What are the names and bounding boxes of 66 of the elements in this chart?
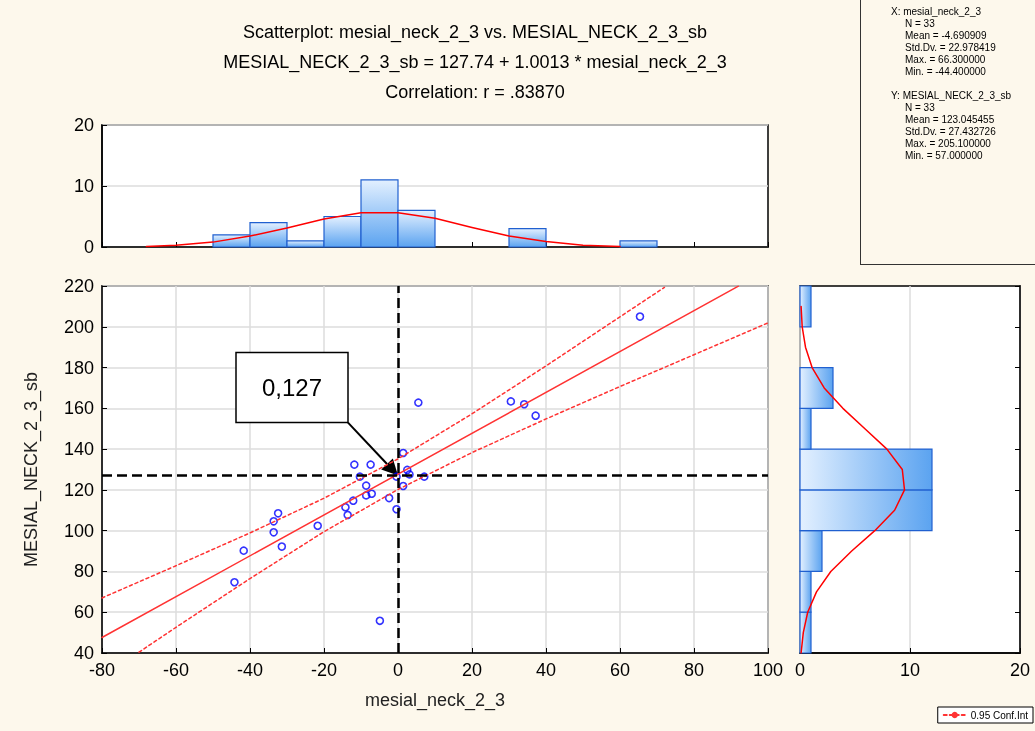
line-series (138, 322, 769, 653)
y-tick-label: 0 (83, 237, 94, 257)
x-tick-label: -40 (236, 660, 264, 680)
y-tick-label: 60 (73, 602, 94, 623)
point (414, 398, 423, 407)
y-tick-label: 200 (63, 316, 94, 337)
y-tick-label: 120 (63, 479, 94, 500)
x-tick-label: 0 (392, 660, 404, 680)
point (367, 489, 377, 499)
line-series (101, 286, 666, 599)
y-tick-label: 140 (63, 439, 94, 460)
y-tick-label: 10 (73, 176, 94, 196)
text: X: mesial_neck_2_3 N = 33 Mean = -4.690909 Std.Dv. = 22.978419 Max. = 66.300000 Min. = -44.400000 (891, 6, 997, 78)
point (361, 481, 371, 490)
y-axis-title: MESIAL_NECK_2_3_sb (21, 371, 42, 568)
point (392, 504, 401, 514)
x-tick-label: 100 (752, 660, 784, 680)
y-tick-label: 160 (63, 398, 94, 419)
x-tick-label: 20 (1009, 660, 1031, 680)
x-tick-label: 10 (899, 660, 921, 680)
point (384, 493, 394, 503)
point (277, 542, 287, 551)
y-tick-label: 180 (63, 357, 94, 378)
point (375, 616, 385, 626)
point (313, 521, 323, 531)
x-tick-label: 60 (609, 660, 631, 680)
y-tick-label: 40 (73, 643, 94, 663)
chart-title: Scatterplot: mesial_neck_2_3 vs. MESIAL_NECK_2_3_sb (242, 22, 708, 43)
point (398, 448, 408, 458)
point (341, 502, 350, 512)
x-tick-label: -20 (310, 660, 338, 680)
point (239, 546, 249, 555)
point (366, 460, 375, 469)
y-tick-label: 220 (63, 276, 94, 296)
x-tick-label: 40 (535, 660, 557, 680)
point (350, 460, 359, 469)
chart-subtitle: MESIAL_NECK_2_3_sb = 127.74 + 1.0013 * mesial_neck_2_3 (223, 52, 727, 73)
annotation: 0,127 (261, 374, 323, 402)
point (355, 472, 365, 481)
x-tick-label: 80 (683, 660, 705, 680)
point (519, 399, 529, 409)
x-tick-label: -60 (162, 660, 190, 680)
x-tick-label: 0 (794, 660, 806, 680)
y-tick-label: 80 (73, 561, 94, 582)
point (230, 577, 239, 587)
point (402, 465, 412, 475)
point (635, 312, 645, 321)
y-tick-label: 100 (63, 520, 94, 541)
x-tick-label: 20 (461, 660, 483, 680)
point (405, 470, 414, 479)
point (348, 496, 358, 505)
text: Y: MESIAL_NECK_2_3_sb N = 33 Mean = 123.045455 Std.Dv. = 27.432726 Max. = 205.100000 Min. = 57.000000 (891, 90, 1013, 162)
point (392, 472, 401, 481)
point (343, 510, 352, 520)
point (398, 481, 408, 491)
legend-label: 0.95 Conf.Int (970, 709, 1029, 721)
text: Correlation: r = .83870 (385, 82, 565, 102)
point (269, 528, 278, 537)
point (361, 491, 371, 500)
x-tick-label: -80 (88, 660, 116, 680)
y-tick-label: 20 (73, 115, 94, 135)
x-axis-title: mesial_neck_2_3 (364, 690, 506, 711)
point (531, 411, 540, 420)
point (506, 397, 516, 406)
point (273, 509, 283, 518)
point (269, 516, 278, 526)
